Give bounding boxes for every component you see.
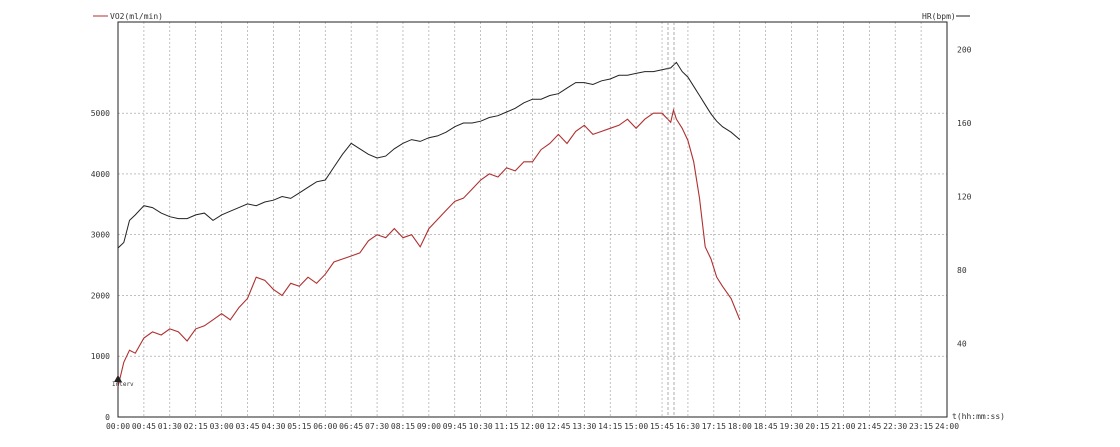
x-tick-label: 24:00 [935, 422, 959, 431]
y-left-tick-label: 5000 [91, 109, 110, 118]
x-tick-label: 16:30 [676, 422, 700, 431]
grid [118, 22, 947, 417]
x-tick-label: 09:45 [443, 422, 467, 431]
x-tick-label: 02:15 [184, 422, 208, 431]
x-tick-label: 08:15 [391, 422, 415, 431]
x-tick-label: 23:15 [909, 422, 933, 431]
x-tick-label: 13:30 [572, 422, 596, 431]
y-right-tick-label: 40 [957, 340, 967, 349]
tick-labels: 00:00 00:45 01:30 02:15 03:00 03:45 04:30 05:15… [91, 46, 972, 431]
x-tick-label: 09:00 [417, 422, 441, 431]
x-tick-label: 15:00 [624, 422, 648, 431]
x-tick-label: 03:45 [235, 422, 259, 431]
x-tick-label: 21:45 [857, 422, 881, 431]
x-tick-label: 00:00 [106, 422, 130, 431]
x-tick-label: 05:15 [287, 422, 311, 431]
y-left-tick-label: 0 [105, 413, 110, 422]
x-tick-label: 00:45 [132, 422, 156, 431]
x-tick-label: 10:30 [469, 422, 493, 431]
x-tick-label: 17:15 [702, 422, 726, 431]
x-axis-title: t(hh:mm:ss) [952, 412, 1005, 421]
x-tick-label: 15:45 [650, 422, 674, 431]
interval-marker-triangle [114, 375, 122, 382]
y-left-tick-label: 1000 [91, 352, 110, 361]
x-tick-label: 03:00 [210, 422, 234, 431]
plot-frame [117, 21, 948, 418]
series-line-hr [117, 61, 741, 249]
x-tick-label: 18:00 [728, 422, 752, 431]
y-right-tick-label: 200 [957, 46, 972, 55]
y-right-tick-label: 120 [957, 193, 972, 202]
x-tick-label: 19:30 [780, 422, 804, 431]
interval-marker-label: Interv [112, 381, 134, 388]
x-tick-label: 07:30 [365, 422, 389, 431]
right-axis-title: HR(bpm) [922, 12, 956, 21]
x-tick-label: 18:45 [754, 422, 778, 431]
x-tick-label: 06:45 [339, 422, 363, 431]
y-left-tick-label: 4000 [91, 170, 110, 179]
x-tick-label: 20:15 [805, 422, 829, 431]
x-tick-label: 21:00 [831, 422, 855, 431]
y-left-tick-label: 3000 [91, 231, 110, 240]
x-tick-label: 22:30 [883, 422, 907, 431]
y-right-tick-label: 80 [957, 266, 967, 275]
series [117, 61, 741, 387]
x-tick-label: 11:15 [495, 422, 519, 431]
series-line-vo2 [117, 108, 741, 387]
x-tick-label: 01:30 [158, 422, 182, 431]
y-right-tick-label: 160 [957, 119, 972, 128]
x-tick-label: 12:00 [520, 422, 544, 431]
y-left-tick-label: 2000 [91, 291, 110, 300]
x-tick-label: 14:15 [598, 422, 622, 431]
interval-marker: Interv [112, 375, 134, 388]
left-axis-title: VO2(ml/min) [110, 12, 163, 21]
x-tick-label: 04:30 [261, 422, 285, 431]
x-tick-label: 06:00 [313, 422, 337, 431]
x-tick-label: 12:45 [546, 422, 570, 431]
